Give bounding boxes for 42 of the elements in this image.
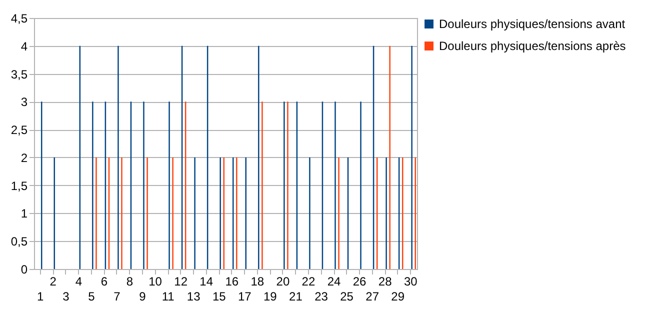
x-tick-label: 23 bbox=[314, 290, 328, 304]
legend-label: Douleurs physiques/tensions avant bbox=[439, 17, 626, 31]
x-tick-label: 1 bbox=[37, 290, 44, 304]
x-tick-label: 25 bbox=[340, 290, 354, 304]
x-tick-label: 14 bbox=[200, 274, 214, 288]
x-tick-label: 15 bbox=[212, 290, 226, 304]
x-tick-label: 30 bbox=[404, 274, 418, 288]
y-tick-label: 2,5 bbox=[10, 123, 28, 138]
x-tick-label: 17 bbox=[238, 290, 252, 304]
x-tick-label: 29 bbox=[391, 290, 405, 304]
x-tick-label: 5 bbox=[88, 290, 96, 304]
x-tick-label: 13 bbox=[186, 290, 201, 304]
x-tick-label: 8 bbox=[126, 274, 134, 288]
y-tick-label: 0 bbox=[20, 262, 28, 276]
x-tick-label: 28 bbox=[378, 274, 392, 288]
x-tick-label: 19 bbox=[264, 290, 278, 304]
x-tick-label: 7 bbox=[114, 290, 121, 304]
x-tick-label: 24 bbox=[327, 274, 342, 288]
legend-label: Douleurs physiques/tensions après bbox=[439, 39, 626, 53]
x-tick-label: 3 bbox=[62, 290, 70, 304]
x-tick-label: 16 bbox=[225, 274, 239, 288]
x-tick-label: 21 bbox=[289, 290, 303, 304]
y-tick-label: 3,5 bbox=[10, 67, 28, 82]
x-tick-label: 22 bbox=[302, 274, 316, 288]
y-tick-label: 2 bbox=[20, 150, 28, 165]
x-tick-label: 6 bbox=[100, 274, 108, 288]
x-tick-label: 26 bbox=[352, 274, 367, 288]
x-tick-label: 9 bbox=[139, 290, 146, 304]
x-tick-label: 20 bbox=[276, 274, 290, 288]
x-tick-label: 4 bbox=[75, 274, 82, 288]
x-tick-label: 2 bbox=[50, 274, 57, 288]
x-tick-label: 12 bbox=[174, 274, 188, 288]
y-tick-label: 3 bbox=[20, 95, 28, 110]
y-tick-label: 1,5 bbox=[10, 178, 28, 193]
x-tick-label: 18 bbox=[250, 274, 264, 288]
y-tick-label: 1 bbox=[20, 206, 28, 221]
y-tick-label: 4 bbox=[20, 39, 28, 54]
y-tick-label: 0,5 bbox=[10, 234, 28, 249]
x-tick-label: 27 bbox=[366, 290, 380, 304]
x-tick-label: 11 bbox=[162, 290, 175, 304]
y-tick-label: 4,5 bbox=[10, 12, 28, 26]
x-tick-label: 10 bbox=[148, 274, 162, 288]
